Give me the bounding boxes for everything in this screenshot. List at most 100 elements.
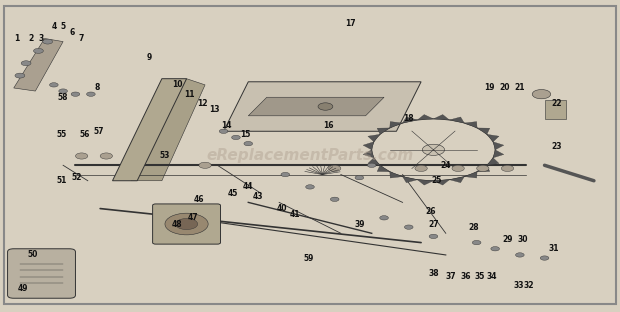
Text: 28: 28 [468, 223, 479, 232]
Text: 43: 43 [252, 192, 263, 201]
Circle shape [306, 185, 314, 189]
Circle shape [379, 216, 388, 220]
Text: 44: 44 [243, 183, 254, 192]
Text: 48: 48 [172, 220, 183, 228]
Text: 47: 47 [187, 213, 198, 222]
Polygon shape [402, 177, 417, 183]
Circle shape [33, 48, 43, 53]
Polygon shape [433, 180, 450, 185]
Polygon shape [487, 134, 499, 142]
Polygon shape [477, 165, 490, 172]
Text: 11: 11 [184, 90, 195, 99]
Text: 46: 46 [193, 195, 204, 204]
Circle shape [165, 213, 208, 235]
Text: 55: 55 [57, 130, 67, 139]
Circle shape [404, 225, 413, 229]
Text: 29: 29 [502, 235, 513, 244]
Text: 57: 57 [94, 127, 104, 136]
Bar [544, 100, 566, 119]
Polygon shape [417, 115, 433, 120]
Text: 20: 20 [499, 84, 510, 92]
Text: 21: 21 [515, 84, 525, 92]
Text: 38: 38 [428, 269, 439, 278]
Circle shape [516, 253, 524, 257]
Text: 33: 33 [513, 281, 524, 290]
Polygon shape [377, 165, 390, 172]
Text: 45: 45 [228, 189, 238, 197]
Text: 6: 6 [69, 28, 75, 37]
Text: 22: 22 [552, 99, 562, 108]
Circle shape [452, 165, 464, 172]
Polygon shape [390, 122, 402, 128]
Polygon shape [464, 172, 477, 178]
Text: 35: 35 [474, 272, 485, 281]
Circle shape [71, 92, 80, 96]
Text: 19: 19 [484, 84, 494, 92]
Text: 56: 56 [79, 130, 90, 139]
Polygon shape [390, 172, 402, 178]
Polygon shape [493, 150, 504, 158]
Circle shape [415, 165, 427, 172]
Text: 16: 16 [323, 120, 334, 129]
FancyBboxPatch shape [7, 249, 76, 298]
Text: 31: 31 [549, 244, 559, 253]
Text: 9: 9 [147, 52, 152, 61]
Text: 10: 10 [172, 80, 182, 89]
Text: 50: 50 [27, 251, 37, 260]
Text: 59: 59 [304, 254, 314, 262]
Text: 15: 15 [240, 130, 250, 139]
Text: 49: 49 [18, 285, 29, 294]
Circle shape [318, 103, 333, 110]
Text: 8: 8 [94, 84, 100, 92]
Circle shape [21, 61, 31, 66]
Circle shape [100, 153, 112, 159]
Polygon shape [131, 79, 205, 181]
Text: 17: 17 [345, 18, 355, 27]
Circle shape [429, 234, 438, 239]
Text: 30: 30 [518, 235, 528, 244]
Text: 39: 39 [354, 220, 365, 228]
Polygon shape [477, 128, 490, 134]
Circle shape [76, 153, 88, 159]
Polygon shape [450, 177, 464, 183]
Circle shape [175, 218, 198, 230]
Polygon shape [464, 122, 477, 128]
Polygon shape [487, 158, 499, 165]
Text: 4: 4 [51, 22, 56, 31]
Polygon shape [363, 150, 374, 158]
Text: 41: 41 [290, 210, 300, 219]
Text: 2: 2 [29, 34, 33, 43]
Polygon shape [402, 117, 417, 123]
Text: 18: 18 [404, 115, 414, 123]
Text: 27: 27 [428, 220, 439, 228]
Text: 40: 40 [277, 204, 288, 213]
Polygon shape [248, 97, 384, 116]
Circle shape [50, 83, 58, 87]
Text: 7: 7 [79, 34, 84, 43]
Text: 3: 3 [39, 34, 44, 43]
Polygon shape [112, 79, 187, 181]
Text: 51: 51 [56, 176, 67, 185]
Circle shape [43, 39, 53, 44]
Polygon shape [417, 180, 433, 185]
Circle shape [540, 256, 549, 260]
Text: 13: 13 [209, 105, 219, 114]
Polygon shape [450, 117, 464, 123]
Circle shape [15, 73, 25, 78]
Text: 25: 25 [432, 176, 441, 185]
Polygon shape [433, 115, 450, 120]
Circle shape [87, 92, 95, 96]
Text: 37: 37 [445, 272, 456, 281]
Circle shape [502, 165, 514, 172]
Circle shape [59, 89, 68, 93]
Text: 5: 5 [61, 22, 66, 31]
Polygon shape [14, 38, 63, 91]
Text: 23: 23 [552, 142, 562, 151]
Circle shape [329, 165, 341, 172]
Circle shape [472, 241, 481, 245]
Polygon shape [224, 82, 421, 131]
Text: 36: 36 [460, 272, 471, 281]
Text: 32: 32 [524, 281, 534, 290]
Polygon shape [368, 158, 380, 165]
Circle shape [199, 162, 211, 168]
